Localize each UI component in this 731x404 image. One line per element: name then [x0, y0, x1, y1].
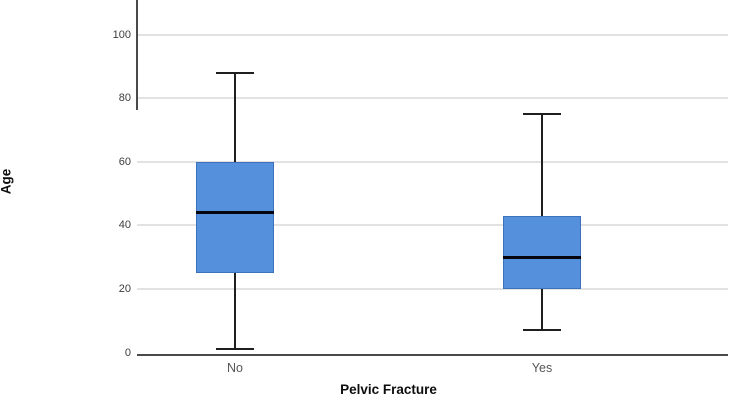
median-line-yes	[503, 255, 581, 259]
upper-whisker-no	[234, 72, 236, 162]
y-tick-label-20: 20	[118, 282, 131, 295]
y-tick-label-100: 100	[112, 28, 131, 41]
x-axis-title: Pelvic Fracture	[340, 382, 437, 397]
box-no	[196, 161, 274, 273]
upper-whisker-cap-no	[216, 71, 254, 74]
gridline-60	[137, 160, 728, 163]
y-tick-label-0: 0	[124, 346, 131, 359]
x-axis-line	[137, 353, 728, 356]
category-label-yes: Yes	[531, 361, 553, 375]
gridline-80	[137, 97, 728, 100]
lower-whisker-no	[234, 273, 236, 350]
gridline-40	[137, 224, 728, 227]
lower-whisker-cap-yes	[523, 329, 561, 332]
lower-whisker-yes	[541, 288, 543, 331]
y-tick-label-60: 60	[118, 155, 131, 168]
category-label-no: No	[227, 361, 243, 375]
y-tick-label-80: 80	[118, 92, 131, 105]
upper-whisker-yes	[541, 114, 543, 216]
median-line-no	[196, 211, 274, 215]
y-axis-title: Age	[0, 168, 14, 195]
upper-whisker-cap-yes	[523, 113, 561, 115]
y-axis-line	[136, 0, 138, 110]
gridline-20	[137, 287, 728, 290]
gridline-100	[137, 33, 728, 36]
lower-whisker-cap-no	[216, 348, 254, 351]
box-yes	[503, 215, 581, 289]
y-tick-label-40: 40	[118, 219, 131, 232]
